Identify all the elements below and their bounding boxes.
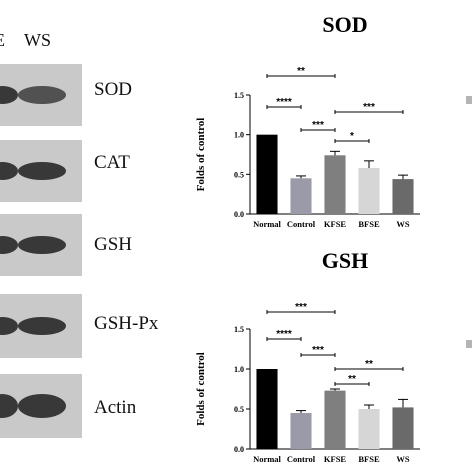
significance-label: **** <box>276 329 292 340</box>
lane-label-ws: WS <box>24 30 51 50</box>
blot-band <box>18 236 66 254</box>
x-tick-label: KFSE <box>324 454 347 464</box>
blot-strip-gsh-px <box>0 294 82 358</box>
significance-bracket: *** <box>300 345 336 357</box>
y-tick-label: 0.5 <box>234 405 244 414</box>
sod-bar-chart: SOD Folds of control 0.0 0.5 1.0 1.5 Normal Con… <box>195 12 420 229</box>
x-tick-label: Normal <box>253 454 281 464</box>
edge-fragment <box>466 96 472 104</box>
y-tick-label: 1.0 <box>234 131 244 140</box>
blot-band <box>0 317 18 335</box>
blot-band <box>18 162 66 180</box>
blot-band <box>18 394 66 418</box>
x-tick-label: Normal <box>253 219 281 229</box>
significance-label: *** <box>312 120 324 131</box>
protein-label-gsh: GSH <box>94 234 133 255</box>
blot-band <box>18 317 66 335</box>
bar-control <box>290 178 312 214</box>
significance-label: * <box>350 131 354 142</box>
significance-label: **** <box>276 97 292 108</box>
edge-fragment <box>466 340 472 348</box>
protein-label-actin: Actin <box>94 397 137 418</box>
significance-bracket: *** <box>300 120 336 132</box>
bar-normal <box>256 134 278 214</box>
blot-strip-cat <box>0 140 82 202</box>
significance-bracket: *** <box>334 102 404 114</box>
bar-ws <box>392 407 414 449</box>
blot-band <box>0 162 18 180</box>
y-tick-label: 1.5 <box>234 325 244 334</box>
bar-kfse <box>324 390 346 449</box>
y-tick-label: 1.5 <box>234 91 244 100</box>
blot-band <box>18 86 66 104</box>
protein-label-cat: CAT <box>94 152 130 173</box>
blot-band <box>0 86 18 104</box>
significance-label: ** <box>297 66 305 77</box>
y-axis-label: Folds of control <box>195 118 207 192</box>
y-tick-label: 0.0 <box>234 210 244 219</box>
gsh-bar-chart: GSH Folds of control 0.0 0.5 1.0 1.5 Normal Con… <box>195 248 420 464</box>
significance-label: *** <box>295 302 307 313</box>
significance-label: *** <box>363 102 375 113</box>
blot-strip-gsh <box>0 214 82 276</box>
x-tick-label: WS <box>396 219 410 229</box>
x-tick-label: Control <box>287 454 316 464</box>
bar-control <box>290 413 312 449</box>
y-axis-label: Folds of control <box>195 352 207 426</box>
blot-strip-actin <box>0 374 82 438</box>
x-tick-label: BFSE <box>358 219 380 229</box>
x-tick-label: Control <box>287 219 316 229</box>
blot-band <box>0 236 18 254</box>
y-tick-label: 1.0 <box>234 365 244 374</box>
bar-kfse <box>324 155 346 214</box>
x-tick-label: KFSE <box>324 219 347 229</box>
blot-strip-sod <box>0 64 82 126</box>
bar-bfse <box>358 409 380 449</box>
chart-title: GSH <box>322 248 368 273</box>
lane-label-kfse: E <box>0 30 5 51</box>
y-tick-label: 0.5 <box>234 170 244 179</box>
bar-normal <box>256 369 278 449</box>
protein-label-gsh-px: GSH-Px <box>94 313 159 334</box>
significance-label: ** <box>365 359 373 370</box>
significance-bracket: ** <box>334 359 404 371</box>
chart-title: SOD <box>322 12 367 37</box>
protein-label-sod: SOD <box>94 79 133 100</box>
significance-label: ** <box>348 374 356 385</box>
x-tick-label: BFSE <box>358 454 380 464</box>
significance-bracket: ** <box>334 374 370 386</box>
significance-bracket: **** <box>266 97 302 109</box>
significance-bracket: ** <box>266 66 336 78</box>
significance-label: *** <box>312 345 324 356</box>
significance-bracket: * <box>334 131 370 143</box>
blot-band <box>0 394 18 418</box>
x-tick-label: WS <box>396 454 410 464</box>
significance-bracket: *** <box>266 302 336 314</box>
bar-bfse <box>358 167 380 214</box>
y-tick-label: 0.0 <box>234 445 244 454</box>
bar-ws <box>392 179 414 214</box>
significance-bracket: **** <box>266 329 302 341</box>
